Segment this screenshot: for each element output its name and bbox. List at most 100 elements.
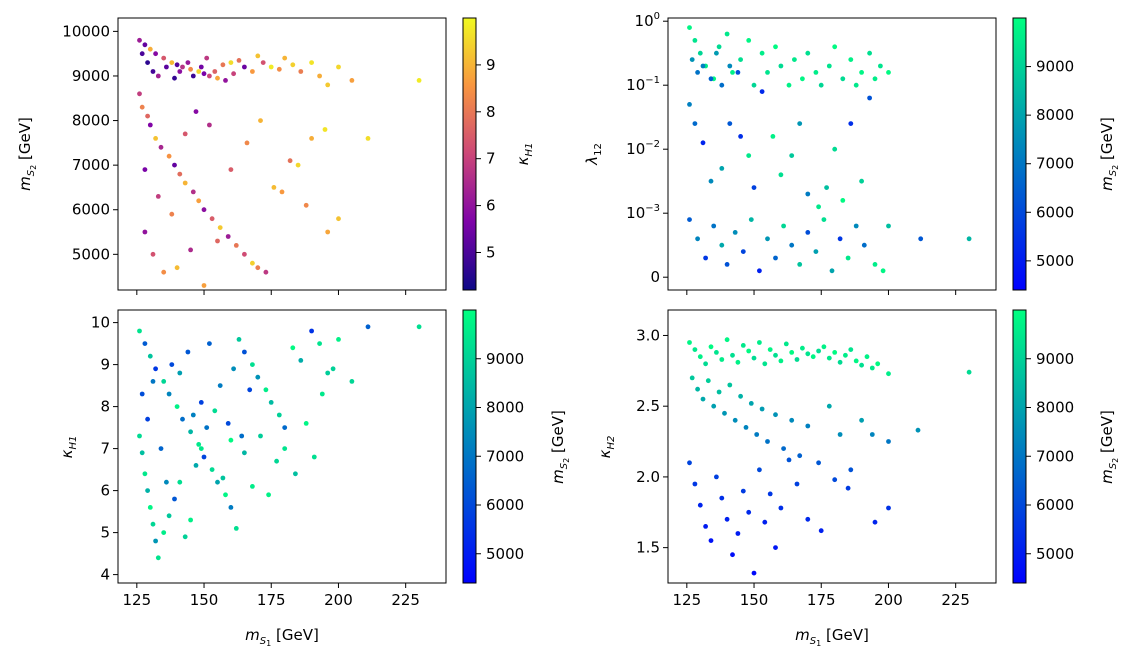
scatter-point	[767, 491, 773, 497]
scatter-point	[714, 474, 719, 480]
scatter-point	[805, 191, 811, 197]
scatter-point	[212, 69, 218, 74]
scatter-point	[810, 354, 816, 360]
scatter-point	[322, 127, 328, 132]
scatter-point	[349, 379, 355, 384]
scatter-point	[177, 370, 183, 376]
points-bl	[137, 324, 422, 561]
xticks-tr	[686, 290, 957, 295]
xtick-label: 125	[122, 591, 151, 609]
colorbar-tick-label: 5000	[1036, 545, 1074, 563]
scatter-point	[169, 362, 175, 367]
scatter-point	[781, 223, 786, 229]
scatter-point	[837, 359, 843, 365]
scatter-point	[228, 437, 234, 443]
scatter-point	[201, 71, 207, 77]
panel-bottom-right: 1.5 2.0 2.5 3.0 125 150 175 200 225 mS1 [GeV] κ…	[596, 309, 1120, 648]
scatter-point	[217, 225, 223, 231]
scatter-point	[188, 517, 194, 523]
scatter-point	[209, 216, 215, 222]
scatter-point	[336, 337, 341, 342]
scatter-point	[145, 60, 151, 65]
colorbar-tick-label: 6000	[486, 496, 524, 514]
scatter-point	[319, 391, 325, 397]
colorbar-tick-label: 7	[486, 150, 496, 168]
scatter-point	[309, 60, 314, 65]
scatter-point	[177, 479, 183, 485]
ytick-label: 8000	[72, 112, 110, 130]
scatter-point	[185, 349, 191, 355]
scatter-point	[147, 353, 153, 359]
scatter-point	[886, 371, 891, 377]
scatter-point	[773, 412, 778, 418]
scatter-point	[778, 505, 784, 511]
scatter-point	[853, 82, 859, 88]
xtick-label: 200	[874, 591, 903, 609]
scatter-point	[268, 64, 274, 70]
scatter-point	[180, 64, 185, 70]
ytick-label: 9	[100, 356, 110, 374]
scatter-point	[150, 379, 156, 384]
scatter-point	[298, 69, 304, 74]
colorbar-tr	[1012, 17, 1027, 291]
ytick-label: 3.0	[636, 326, 660, 344]
scatter-point	[231, 71, 237, 77]
scatter-point	[751, 355, 757, 361]
scatter-point	[325, 370, 331, 376]
scatter-point	[365, 324, 371, 330]
xlabel-bl: mS1 [GeV]	[245, 626, 319, 648]
scatter-point	[142, 42, 148, 48]
scatter-point	[805, 50, 811, 56]
scatter-point	[209, 467, 215, 472]
scatter-point	[201, 207, 207, 213]
scatter-point	[188, 247, 194, 253]
scatter-point	[172, 75, 177, 81]
scatter-point	[236, 337, 242, 342]
scatter-point	[730, 70, 735, 75]
colorbar-tick-label: 6	[486, 197, 496, 215]
ytick-label: 0	[650, 268, 660, 286]
scatter-point	[215, 479, 220, 485]
yticks-tr: 0 10−3 10−2 10−1 100	[626, 11, 668, 286]
colorbar-tick-label: 8	[486, 103, 496, 121]
scatter-point	[196, 442, 202, 447]
scatter-point	[198, 446, 204, 451]
colorbar-tick-label: 8000	[1036, 399, 1074, 417]
scatter-point	[792, 57, 797, 62]
scatter-point	[840, 76, 846, 82]
scatter-point	[735, 359, 741, 365]
scatter-point	[794, 481, 800, 487]
scatter-point	[147, 505, 153, 510]
scatter-point	[813, 70, 819, 75]
colorbar-tick-label: 9000	[1036, 58, 1074, 76]
scatter-point	[708, 344, 714, 350]
scatter-point	[789, 153, 795, 159]
scatter-point	[773, 352, 778, 358]
scatter-point	[724, 262, 730, 267]
yticks-br: 1.5 2.0 2.5 3.0	[636, 326, 668, 557]
colorbar-br	[1012, 309, 1027, 584]
xtick-label: 200	[324, 591, 353, 609]
scatter-point	[250, 69, 255, 74]
scatter-point	[746, 509, 752, 515]
colorbar-label-tl: κH1	[514, 143, 535, 166]
scatter-point	[172, 162, 177, 168]
ytick-label: 4	[100, 566, 110, 584]
scatter-point	[875, 361, 881, 367]
scatter-point	[705, 378, 711, 384]
scatter-point	[878, 63, 883, 69]
colorbar-ticks-bl: 5000 6000 7000 8000 9000	[476, 350, 524, 563]
scatter-point	[708, 538, 714, 543]
scatter-point	[207, 73, 212, 79]
scatter-point	[797, 121, 803, 126]
scatter-point	[276, 66, 282, 72]
scatter-point	[727, 63, 733, 69]
scatter-point	[724, 516, 730, 522]
scatter-point	[848, 121, 854, 126]
scatter-point	[228, 60, 234, 65]
scatter-point	[872, 519, 878, 525]
scatter-point	[217, 383, 223, 388]
scatter-point	[719, 82, 725, 88]
scatter-point	[325, 229, 331, 235]
scatter-point	[778, 358, 784, 364]
